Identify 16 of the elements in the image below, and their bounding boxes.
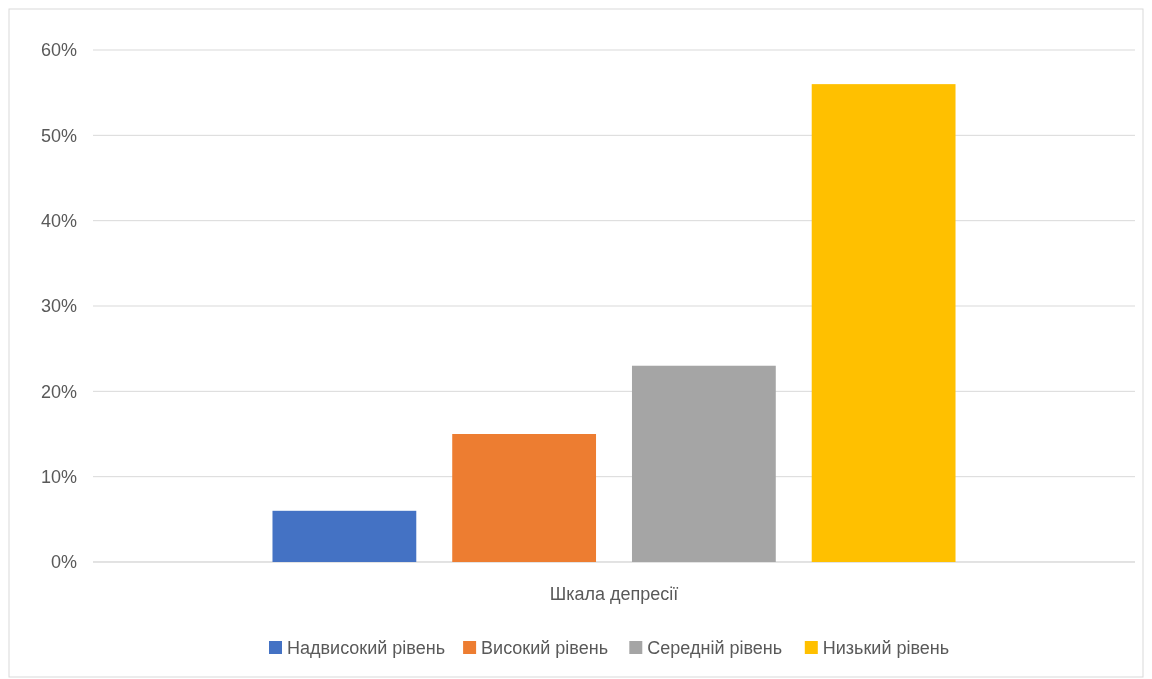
legend-label: Надвисокий рівень xyxy=(287,638,446,659)
bar xyxy=(272,510,417,562)
legend-label: Високий рівень xyxy=(481,638,609,659)
bar xyxy=(452,434,597,562)
bar xyxy=(631,365,776,562)
y-tick-label: 60% xyxy=(40,40,77,61)
y-tick-label: 50% xyxy=(40,125,77,146)
x-tick-label: Шкала депресії xyxy=(549,584,679,604)
y-tick-label: 0% xyxy=(50,552,77,573)
bar xyxy=(811,84,956,562)
legend-label: Низький рівень xyxy=(822,638,950,659)
y-tick-label: 30% xyxy=(40,296,77,317)
y-tick-label: 20% xyxy=(40,381,77,402)
legend-label: Середній рівень xyxy=(647,638,783,659)
y-tick-label: 40% xyxy=(40,210,77,231)
y-tick-label: 10% xyxy=(40,466,77,487)
